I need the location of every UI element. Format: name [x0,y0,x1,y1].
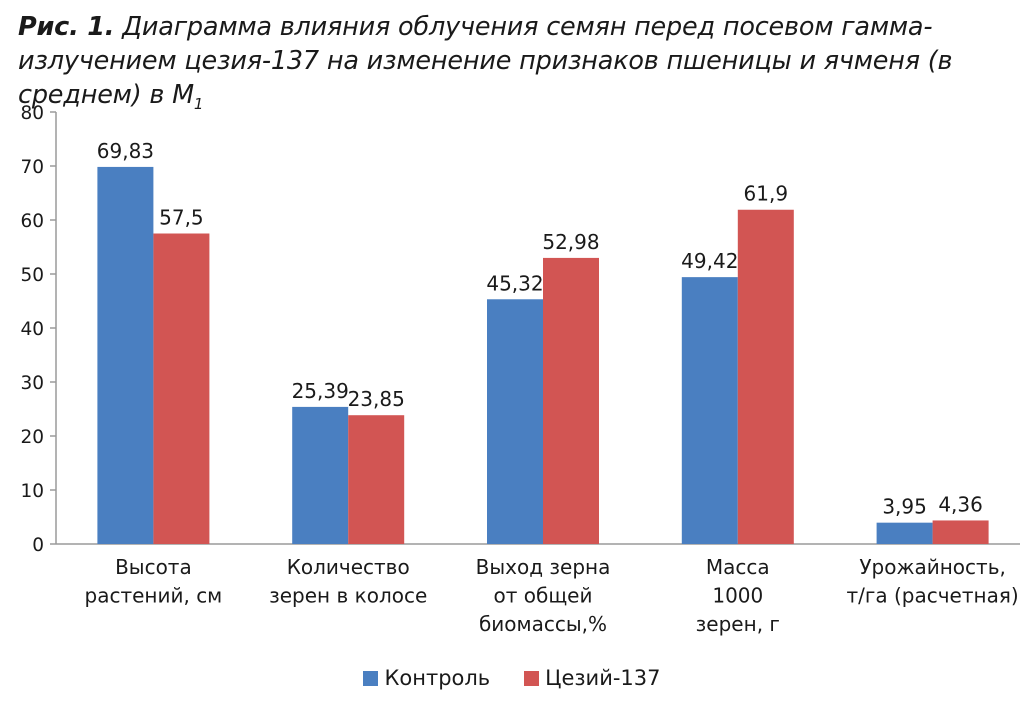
legend-swatch-cesium [524,670,540,686]
category-label: т/га (расчетная) [846,584,1018,608]
y-tick-label: 10 [20,481,44,502]
bar-cesium [932,520,989,544]
category-label: от общей [494,584,593,608]
bar-control [487,299,543,544]
bar-control [292,406,349,544]
data-label: 57,5 [159,206,204,230]
category-label: биомассы,% [479,612,607,636]
legend-label-control: Контроль [384,666,491,690]
data-label: 4,36 [938,492,983,516]
bar-cesium [153,233,210,544]
data-label: 45,32 [486,271,543,295]
category-label: Масса [706,555,770,579]
figure-title: Диаграмма влияния облучения семян перед … [18,12,953,110]
bar-cesium [348,415,405,544]
y-tick-label: 80 [20,103,44,124]
y-tick-label: 0 [32,535,44,556]
figure-title-subscript: 1 [193,95,204,114]
category-label: Урожайность, [859,555,1006,579]
data-label: 23,85 [348,387,405,411]
bar-cesium [737,209,794,545]
bar-chart: 0 10 20 30 40 50 60 70 80 69,83 57,5 Высота растений… [20,103,1020,636]
figure-caption: Рис. 1. Диаграмма влияния облучения семя… [18,10,1014,121]
data-label: 25,39 [292,379,349,403]
data-label: 61,9 [744,182,789,206]
y-tick-label: 30 [20,373,44,394]
category-label: зерен, г [696,612,780,636]
category-label: зерен в колосе [269,584,427,608]
category-label: растений, см [85,584,223,608]
data-label: 3,95 [882,495,927,519]
bar-control [876,522,933,544]
category-label: 1000 [712,584,763,608]
category-label: Количество [287,555,410,579]
figure-number: Рис. 1. [18,12,115,42]
legend-label-cesium: Цезий-137 [545,666,661,690]
data-label: 69,83 [97,139,154,163]
legend-swatch-control [363,670,379,686]
legend-item-cesium: Цезий-137 [524,666,661,690]
y-tick-label: 50 [20,265,44,286]
data-label: 49,42 [681,249,738,273]
bar-cesium [543,257,599,544]
category-label: Выход зерна [476,555,611,579]
y-tick-label: 70 [20,157,44,178]
y-tick-label: 20 [20,427,44,448]
y-tick-label: 40 [20,319,44,340]
bar-control [97,166,154,544]
category-label: Высота [115,555,192,579]
bar-control [681,277,738,544]
data-label: 52,98 [542,230,599,254]
legend-item-control: Контроль [363,666,490,690]
y-tick-label: 60 [20,211,44,232]
chart-legend: Контроль Цезий-137 [0,666,1024,690]
